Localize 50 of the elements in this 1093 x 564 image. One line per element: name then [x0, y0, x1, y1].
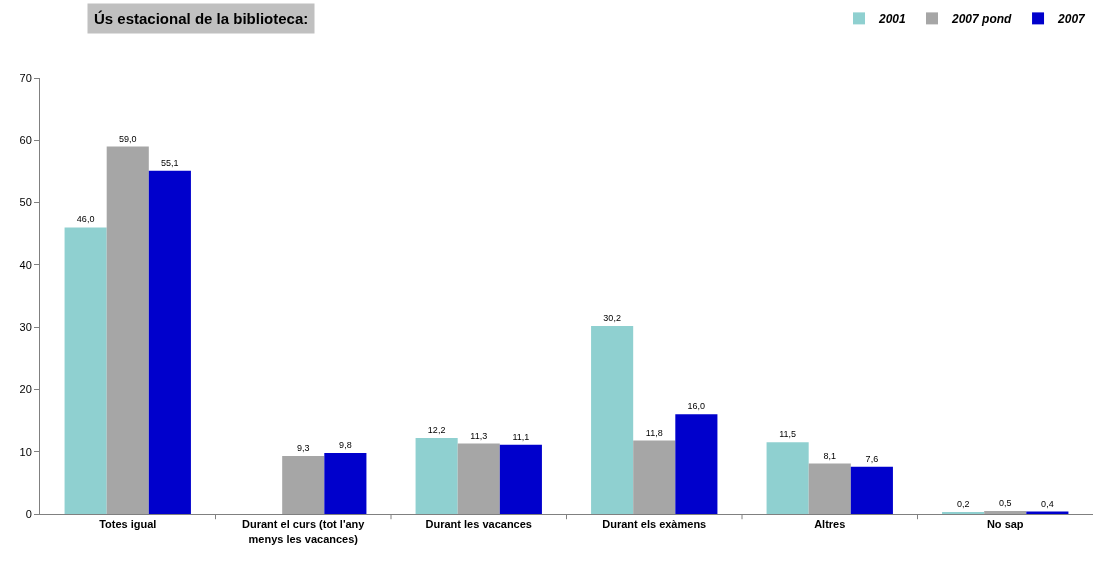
- data-label: 30,2: [603, 312, 621, 323]
- bar: [457, 443, 500, 514]
- y-tick-label: 60: [19, 134, 32, 147]
- legend-label: 2001: [878, 12, 907, 27]
- data-label: 11,8: [645, 427, 663, 438]
- data-label: 7,6: [865, 453, 879, 464]
- data-label: 0,5: [998, 497, 1012, 508]
- y-tick-label: 70: [19, 71, 32, 84]
- data-label: 46,0: [76, 214, 95, 225]
- y-tick-label: 40: [19, 258, 32, 271]
- data-label: 11,3: [470, 430, 488, 441]
- bar: [984, 510, 1027, 514]
- legend-label: 2007: [1057, 12, 1087, 27]
- y-tick-label: 0: [25, 507, 32, 520]
- y-tick-label: 30: [19, 320, 32, 333]
- x-tick-label: No sap: [986, 518, 1024, 531]
- bar: [282, 456, 325, 514]
- bar: [148, 170, 191, 514]
- data-label: 11,1: [512, 431, 530, 442]
- x-tick-label: Altres: [814, 518, 846, 531]
- bar: [415, 438, 458, 514]
- x-tick-label: Durant les vacances: [425, 518, 532, 531]
- y-tick-label: 20: [19, 383, 32, 396]
- x-tick-label: Durant el curs (tot l'any menys les vacances): [242, 518, 366, 545]
- y-tick-label: 10: [19, 445, 32, 458]
- data-label: 0,2: [956, 499, 970, 509]
- bar: [324, 452, 367, 514]
- data-label: 9,3: [296, 443, 310, 454]
- data-label: 55,1: [161, 157, 179, 168]
- data-label: 9,8: [339, 439, 352, 450]
- bar: [808, 463, 851, 514]
- x-tick-label: Durant els exàmens: [602, 518, 707, 531]
- y-tick-label: 50: [19, 196, 32, 209]
- data-label: 59,0: [118, 133, 137, 144]
- data-label: 16,0: [687, 401, 706, 412]
- bar: [591, 325, 634, 514]
- data-label: 12,2: [427, 425, 446, 436]
- data-label: 11,5: [779, 429, 797, 440]
- legend-label: 2007 pond: [951, 12, 1013, 27]
- bar: [499, 444, 542, 514]
- bar: [850, 466, 893, 514]
- data-label: 0,4: [1041, 498, 1054, 509]
- bar: [766, 442, 809, 514]
- data-label: 8,1: [823, 450, 837, 461]
- bar: [675, 414, 718, 514]
- x-tick-label: Totes igual: [99, 518, 157, 531]
- chart-title: Ús estacional de la biblioteca:: [94, 10, 309, 27]
- bar: [633, 440, 676, 514]
- bar: [64, 227, 107, 514]
- bar: [106, 146, 149, 514]
